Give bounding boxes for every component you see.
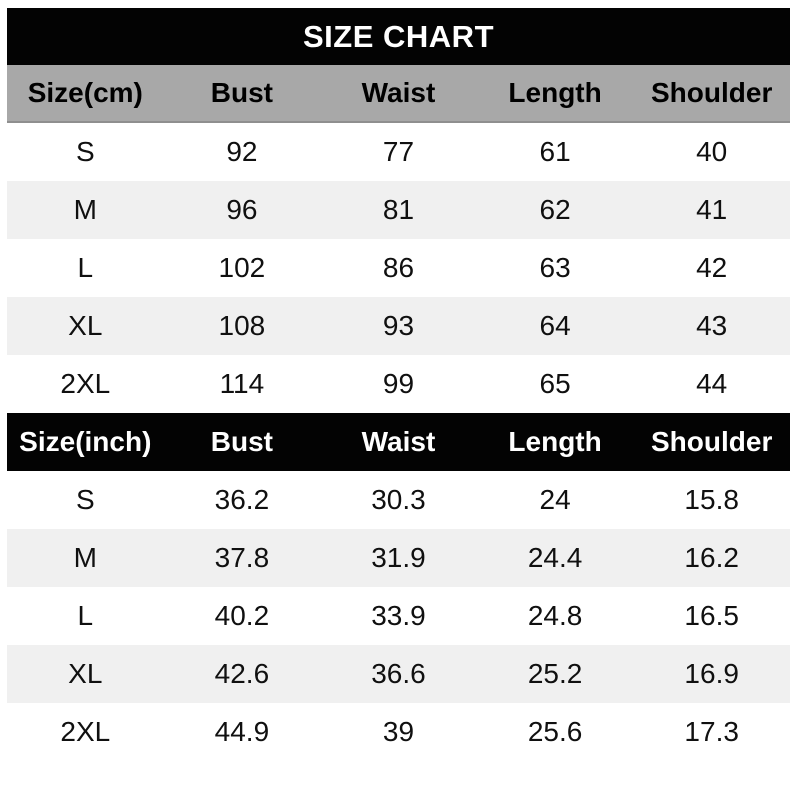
size-cell: 2XL [60,368,111,399]
waist-cell: 99 [382,368,415,399]
size-cell: L [77,252,94,283]
cm-header-size: Size(cm) [27,77,143,108]
bust-cell: 108 [218,310,266,341]
waist-cell: 81 [382,194,415,225]
waist-cell: 33.9 [371,600,426,631]
length-cell: 25.2 [527,658,583,689]
size-chart-title-bar: SIZE CHART [7,8,790,65]
cm-header-bust: Bust [210,77,273,108]
length-cell: 63 [539,252,571,283]
length-cell: 64 [539,310,571,341]
size-cell: L [77,600,94,631]
waist-cell: 36.6 [371,658,426,689]
shoulder-cell: 17.3 [684,716,739,747]
shoulder-cell: 41 [696,194,728,225]
inch-header-size: Size(inch) [19,426,152,457]
size-cell: XL [68,310,103,341]
inch-header-row: Size(inch) Bust Waist Length Shoulder [7,413,790,471]
length-cell: 25.6 [527,716,583,747]
cm-header-row: Size(cm) Bust Waist Length Shoulder [7,65,790,123]
length-cell: 61 [539,136,571,167]
waist-cell: 86 [382,252,415,283]
shoulder-cell: 16.2 [684,542,739,573]
size-chart-title: SIZE CHART [303,18,494,54]
inch-row-xl: XL 42.6 36.6 25.2 16.9 [7,645,790,703]
size-cell: S [75,136,95,167]
inch-header-shoulder: Shoulder [651,426,773,457]
shoulder-cell: 16.5 [684,600,739,631]
length-cell: 62 [539,194,571,225]
bust-cell: 114 [219,368,265,399]
inch-header-waist: Waist [361,426,436,457]
shoulder-cell: 44 [696,368,728,399]
shoulder-cell: 16.9 [684,658,739,689]
size-cell: M [73,194,97,225]
waist-cell: 31.9 [371,542,426,573]
waist-cell: 77 [382,136,415,167]
cm-row-2xl: 2XL 114 99 65 44 [7,355,790,413]
length-cell: 24 [539,484,571,515]
inch-row-2xl: 2XL 44.9 39 25.6 17.3 [7,703,790,761]
waist-cell: 30.3 [371,484,426,515]
inch-row-s: S 36.2 30.3 24 15.8 [7,471,790,529]
cm-header-length: Length [508,77,602,108]
shoulder-cell: 15.8 [684,484,739,515]
size-cell: 2XL [60,716,111,747]
shoulder-cell: 40 [696,136,728,167]
inch-row-m: M 37.8 31.9 24.4 16.2 [7,529,790,587]
length-cell: 24.4 [527,542,583,573]
bust-cell: 42.6 [214,658,270,689]
inch-header-bust: Bust [210,426,273,457]
inch-header-length: Length [508,426,602,457]
size-cell: XL [68,658,103,689]
cm-header-shoulder: Shoulder [651,77,773,108]
shoulder-cell: 43 [696,310,728,341]
bust-cell: 40.2 [214,600,270,631]
bust-cell: 44.9 [214,716,270,747]
waist-cell: 39 [382,716,415,747]
size-cell: M [73,542,97,573]
cm-row-s: S 92 77 61 40 [7,123,790,181]
inch-row-l: L 40.2 33.9 24.8 16.5 [7,587,790,645]
cm-row-xl: XL 108 93 64 43 [7,297,790,355]
bust-cell: 92 [226,136,258,167]
bust-cell: 37.8 [214,542,270,573]
length-cell: 24.8 [527,600,583,631]
length-cell: 65 [539,368,571,399]
size-chart-table: SIZE CHART Size(cm) Bust Waist Length Sh… [7,8,790,761]
shoulder-cell: 42 [696,252,728,283]
cm-row-m: M 96 81 62 41 [7,181,790,239]
cm-header-waist: Waist [361,77,436,108]
waist-cell: 93 [382,310,415,341]
bust-cell: 96 [226,194,258,225]
bust-cell: 102 [218,252,266,283]
bust-cell: 36.2 [214,484,270,515]
size-cell: S [75,484,95,515]
cm-row-l: L 102 86 63 42 [7,239,790,297]
